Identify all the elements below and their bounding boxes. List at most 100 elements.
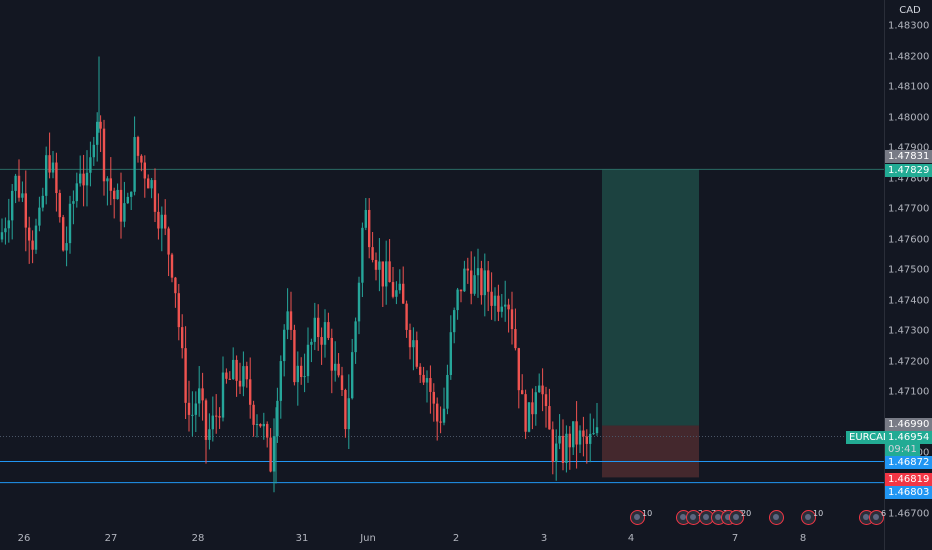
candle-body: [551, 429, 554, 462]
candle-body: [578, 430, 582, 445]
candle-body: [279, 361, 282, 401]
candle-body: [310, 341, 313, 345]
candle-body: [41, 195, 44, 208]
candle-body: [320, 337, 323, 345]
candle-body: [459, 289, 463, 292]
candlestick-chart[interactable]: [0, 0, 884, 550]
candle-body: [313, 317, 316, 342]
time-tick-label: 26: [17, 533, 31, 544]
candle-body: [456, 289, 459, 311]
candle-body: [344, 389, 347, 430]
candle-body: [28, 227, 31, 241]
candle-body: [538, 385, 541, 393]
candle-body: [208, 429, 211, 440]
candle-body: [167, 228, 170, 255]
candle-body: [11, 190, 14, 221]
candle-body: [490, 291, 493, 306]
candle-body: [398, 283, 401, 291]
time-tick-label: 31: [295, 533, 309, 544]
candle-body: [300, 365, 303, 378]
event-count-label: 6: [881, 509, 887, 518]
candle-body: [238, 380, 242, 387]
candle-body: [497, 295, 500, 312]
candle-body: [589, 433, 592, 444]
candle-body: [72, 201, 75, 204]
candle-body: [276, 400, 279, 437]
price-tick-label: 1.47400: [888, 295, 930, 306]
candle-body: [136, 137, 140, 156]
candle-body: [510, 309, 514, 330]
candle-body: [17, 175, 21, 198]
candle-body: [113, 190, 116, 200]
candle-body: [228, 378, 231, 380]
candle-body: [347, 398, 350, 430]
candle-body: [541, 385, 544, 395]
candle-body: [544, 394, 548, 407]
candle-body: [221, 372, 225, 418]
economic-event-icon[interactable]: [729, 510, 744, 525]
candle-body: [140, 155, 143, 163]
candle-body: [106, 178, 109, 182]
candle-body: [395, 290, 398, 297]
candle-body: [24, 193, 27, 228]
time-tick-label: 3: [540, 533, 548, 544]
price-tick-label: 1.47600: [888, 234, 930, 245]
candle-body: [266, 423, 269, 438]
candle-body: [7, 220, 10, 229]
candle-body: [255, 424, 259, 426]
candle-body: [92, 144, 95, 158]
stop-badge: 1.46819: [885, 473, 932, 486]
price-tick-label: 1.48000: [888, 112, 930, 123]
candle-body: [116, 189, 119, 200]
blue-line-badge-2: 1.46803: [885, 486, 932, 499]
candle-body: [555, 443, 558, 462]
economic-event-icon[interactable]: [769, 510, 784, 525]
candle-body: [432, 391, 435, 404]
candle-body: [123, 203, 126, 222]
candle-body: [442, 408, 446, 423]
candle-body: [68, 203, 72, 244]
candle-body: [439, 421, 442, 423]
economic-event-icon[interactable]: [869, 510, 884, 525]
candle-body: [388, 261, 391, 283]
candle-body: [170, 254, 174, 278]
candle-body: [334, 363, 337, 371]
candle-body: [565, 433, 568, 463]
candle-body: [232, 359, 235, 380]
candle-body: [595, 427, 599, 434]
economic-event-icon[interactable]: [630, 510, 645, 525]
candle-body: [65, 243, 68, 251]
candle-body: [419, 366, 422, 375]
candle-body: [449, 332, 452, 375]
candle-body: [306, 344, 310, 377]
candle-body: [330, 337, 333, 371]
economic-event-icon[interactable]: [801, 510, 816, 525]
economic-events-row: 102721020106: [0, 508, 887, 530]
time-tick-label: 2: [452, 533, 460, 544]
candle-body: [582, 430, 585, 437]
candle-body: [487, 270, 490, 292]
candle-body: [48, 155, 51, 173]
candle-body: [483, 270, 486, 296]
time-tick-label: 27: [104, 533, 118, 544]
price-tick-label: 1.47200: [888, 356, 930, 367]
candle-body: [374, 259, 378, 270]
candle-body: [385, 261, 388, 287]
candle-body: [211, 415, 214, 430]
target-upper-badge: 1.47831: [885, 150, 932, 163]
price-tick-label: 1.48200: [888, 51, 930, 62]
candle-body: [89, 157, 92, 173]
candle-body: [194, 403, 197, 415]
currency-label: CAD: [893, 4, 927, 18]
candle-body: [340, 375, 344, 390]
candle-body: [289, 311, 293, 330]
time-tick-label: 8: [799, 533, 807, 544]
candle-body: [177, 293, 180, 328]
profit-target-zone: [602, 169, 699, 426]
price-tick-label: 1.48100: [888, 81, 930, 93]
candle-body: [99, 121, 102, 129]
candle-body: [150, 180, 153, 189]
candle-body: [269, 437, 272, 472]
candle-body: [351, 352, 354, 399]
